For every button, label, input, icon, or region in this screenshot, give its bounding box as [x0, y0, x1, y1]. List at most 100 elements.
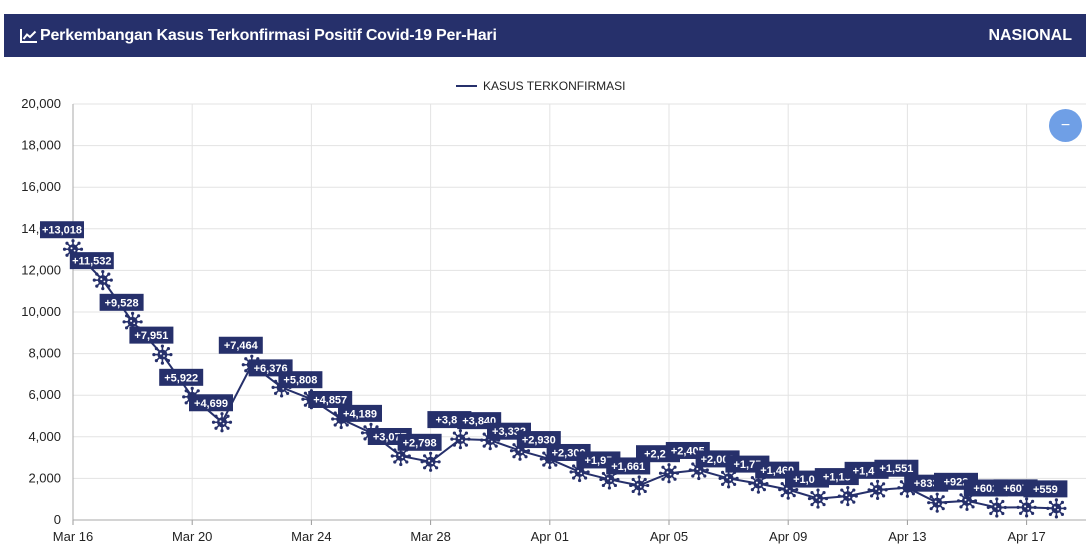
virus-spike-tip [250, 354, 254, 358]
virus-spot [610, 479, 612, 482]
virus-spike-tip [697, 476, 701, 481]
virus-spike-tip [1063, 506, 1067, 510]
virus-spike-tip [586, 470, 590, 474]
data-label-box [40, 221, 84, 239]
virus-marker-icon [867, 479, 888, 500]
data-label-text: +1,75 [733, 459, 761, 471]
virus-spike-tip [810, 490, 814, 495]
data-label-box [308, 390, 353, 408]
data-label-text: +5,808 [283, 375, 317, 387]
data-label-box [338, 404, 382, 422]
virus-body [693, 464, 704, 475]
virus-spike-tip [509, 449, 514, 453]
virus-spot [1027, 507, 1030, 510]
virus-marker-icon [1046, 498, 1067, 519]
virus-marker-icon [390, 445, 411, 467]
virus-spike-tip [435, 466, 439, 470]
virus-spike-tip [816, 505, 820, 509]
virus-body [127, 316, 138, 327]
virus-spike-tip [169, 353, 173, 357]
virus-body [932, 497, 943, 508]
virus-spot [759, 484, 761, 486]
data-label-text: +13,018 [42, 225, 82, 237]
data-label: +1,551 [874, 459, 919, 477]
virus-body [872, 484, 883, 495]
virus-spot [520, 451, 523, 453]
virus-spike-tip [101, 270, 105, 274]
virus-spike-tip [1060, 512, 1065, 516]
data-label-text: +1,15 [823, 472, 851, 484]
virus-spike-tip [71, 239, 75, 243]
y-tick-label: 8,000 [28, 346, 61, 361]
virus-spike-tip [363, 425, 367, 429]
virus-spike-tip [956, 499, 961, 503]
virus-spike-tip [882, 494, 886, 498]
virus-spot [696, 467, 699, 470]
header-title-group: Perkembangan Kasus Terkonfirmasi Positif… [20, 14, 497, 57]
virus-spike-tip [524, 455, 528, 459]
virus-spike-tip [301, 397, 305, 401]
virus-spike-tip [718, 476, 722, 480]
virus-spike-tip [1033, 505, 1037, 509]
data-label: +13,018 [40, 221, 84, 239]
y-tick-label: 12,000 [21, 262, 61, 277]
data-label: +2,930 [516, 431, 561, 449]
virus-body [97, 275, 108, 286]
virus-spot [401, 456, 404, 459]
virus-body [634, 480, 645, 491]
data-label: +559 [1023, 480, 1068, 498]
virus-spike-tip [637, 492, 641, 496]
virus-spike-tip [1031, 499, 1035, 503]
data-label-box [159, 368, 204, 386]
virus-spike-tip [273, 379, 278, 383]
data-label-text: +922 [944, 476, 969, 488]
data-label: +9,528 [99, 293, 144, 311]
virus-spike-tip [786, 496, 790, 500]
virus-spot [159, 352, 162, 355]
virus-body [217, 417, 227, 428]
virus-spike-tip [1016, 505, 1020, 509]
x-tick-label: Apr 05 [650, 529, 688, 544]
virus-spike-tip [131, 311, 135, 315]
virus-spike-tip [464, 443, 469, 447]
virus-body [991, 502, 1002, 513]
data-label: +5,808 [278, 371, 323, 389]
virus-spike-tip [584, 476, 588, 480]
virus-spot [788, 490, 791, 492]
data-label-text: +1,95 [584, 455, 612, 467]
virus-marker-icon [927, 492, 948, 513]
virus-spot [490, 440, 493, 443]
virus-body [1021, 502, 1032, 513]
zoom-out-button[interactable]: − [1049, 109, 1082, 142]
data-label-text: +1,03 [793, 474, 821, 486]
virus-body [455, 434, 466, 445]
virus-spike-tip [554, 463, 558, 467]
virus-spot [457, 437, 460, 440]
virus-spike-tip [869, 494, 874, 498]
virus-spot [639, 485, 642, 488]
virus-spot [967, 501, 970, 504]
virus-spike-tip [840, 500, 844, 504]
virus-spike-tip [631, 477, 635, 482]
data-label-text: +2,25 [644, 449, 672, 461]
virus-spike-tip [1046, 506, 1050, 510]
virus-spike-tip [810, 502, 814, 507]
virus-spike-tip [273, 391, 278, 395]
y-tick-label: 2,000 [28, 470, 61, 485]
virus-spot [219, 420, 222, 423]
virus-spike-tip [971, 505, 975, 509]
virus-spike-tip [1031, 511, 1035, 515]
virus-spot [636, 483, 639, 486]
virus-spike-tip [65, 241, 69, 245]
virus-spike-tip [780, 482, 784, 486]
virus-spike-tip [467, 437, 471, 441]
virus-spike-tip [420, 460, 424, 464]
data-label-box [189, 394, 233, 412]
virus-spike-tip [190, 386, 194, 390]
virus-marker-icon [92, 270, 113, 291]
virus-spot [699, 470, 702, 473]
virus-spike-tip [691, 474, 695, 478]
data-label-text: +607 [1003, 483, 1028, 495]
virus-spot [517, 448, 520, 451]
virus-spot [398, 453, 401, 456]
